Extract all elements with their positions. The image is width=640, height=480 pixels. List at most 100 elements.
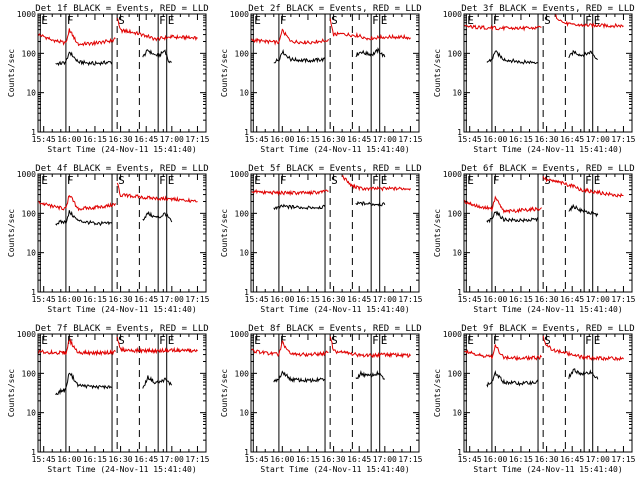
marker-label: F — [67, 174, 74, 187]
plot-frame — [250, 333, 420, 453]
marker-label: E — [381, 174, 388, 187]
x-tick-label: 16:00 — [57, 295, 81, 304]
x-tick-label: 17:15 — [398, 295, 422, 304]
x-tick-label: 16:45 — [560, 295, 584, 304]
y-tick-label: 100 — [235, 369, 250, 378]
events-series-line — [486, 370, 539, 388]
y-tick-label: 10 — [452, 249, 462, 258]
marker-label: E — [41, 334, 48, 347]
y-tick-label: 1 — [244, 288, 249, 297]
x-tick-label: 16:15 — [83, 135, 107, 144]
x-tick-label: 16:15 — [509, 295, 533, 304]
y-axis-label: Counts/sec — [7, 369, 16, 417]
y-tick-label: 10 — [239, 249, 249, 258]
panel-title: Det 1f BLACK = Events, RED = LLD — [35, 4, 208, 14]
panel-det-7: Det 7f BLACK = Events, RED = LLD 1 10 100 10… — [7, 324, 210, 474]
plot-frame — [463, 13, 633, 133]
lld-series-line — [464, 195, 542, 214]
x-tick-label: 16:00 — [483, 135, 507, 144]
events-series-line — [142, 375, 173, 389]
y-tick-label: 1 — [31, 448, 36, 457]
y-tick-label: 1000 — [443, 330, 462, 339]
events-series-line — [273, 203, 326, 211]
x-tick-label: 16:45 — [134, 295, 158, 304]
marker-label: F — [372, 174, 379, 187]
lld-series-line — [542, 175, 624, 198]
marker-label: F — [159, 14, 166, 27]
panel-det-9: Det 9f BLACK = Events, RED = LLD 1 10 100 10… — [433, 324, 636, 474]
plot-frame — [37, 173, 207, 293]
x-axis-label: Start Time (24-Nov-11 15:41:40) — [47, 465, 196, 474]
lld-series-line — [251, 339, 329, 358]
x-tick-label: 15:45 — [245, 455, 269, 464]
panel-title: Det 5f BLACK = Events, RED = LLD — [248, 164, 421, 174]
y-tick-label: 100 — [448, 49, 463, 58]
marker-label: E — [381, 334, 388, 347]
lld-series-line — [38, 28, 116, 47]
plot-frame — [250, 173, 420, 293]
x-tick-label: 15:45 — [32, 455, 56, 464]
x-tick-label: 16:15 — [83, 295, 107, 304]
events-series-line — [55, 51, 113, 67]
x-tick-label: 17:00 — [160, 295, 184, 304]
events-series-line — [568, 368, 599, 380]
x-tick-label: 16:45 — [560, 135, 584, 144]
marker-label: S — [544, 14, 551, 27]
marker-label: E — [41, 174, 48, 187]
panel-title: Det 7f BLACK = Events, RED = LLD — [35, 324, 208, 334]
marker-label: E — [254, 334, 261, 347]
y-axis-label: Counts/sec — [7, 49, 16, 97]
marker-label: F — [280, 14, 287, 27]
y-tick-label: 1 — [244, 448, 249, 457]
x-tick-label: 16:30 — [322, 455, 346, 464]
x-axis-label: Start Time (24-Nov-11 15:41:40) — [47, 145, 196, 154]
marker-label: F — [67, 14, 74, 27]
y-axis-label: Counts/sec — [433, 49, 442, 97]
y-tick-label: 100 — [448, 369, 463, 378]
x-tick-label: 15:45 — [32, 295, 56, 304]
x-tick-label: 16:00 — [57, 135, 81, 144]
x-tick-label: 17:15 — [398, 135, 422, 144]
y-tick-label: 100 — [235, 209, 250, 218]
y-tick-label: 1000 — [230, 10, 249, 19]
x-tick-label: 15:45 — [458, 135, 482, 144]
x-tick-label: 16:45 — [347, 135, 371, 144]
lld-series-line — [38, 338, 116, 357]
x-tick-label: 16:00 — [57, 455, 81, 464]
x-tick-label: 17:15 — [185, 135, 209, 144]
marker-label: S — [118, 174, 125, 187]
x-tick-label: 16:15 — [509, 455, 533, 464]
x-tick-label: 16:15 — [296, 455, 320, 464]
y-tick-label: 1000 — [230, 330, 249, 339]
x-tick-label: 17:15 — [611, 295, 635, 304]
x-tick-label: 15:45 — [245, 295, 269, 304]
events-series-line — [568, 203, 599, 218]
y-tick-label: 100 — [22, 369, 37, 378]
marker-label: S — [544, 334, 551, 347]
lld-series-line — [251, 188, 329, 197]
y-tick-label: 10 — [26, 249, 36, 258]
marker-label: E — [594, 14, 601, 27]
lld-series-line — [464, 24, 542, 32]
events-series-line — [142, 210, 173, 223]
x-axis-label: Start Time (24-Nov-11 15:41:40) — [260, 305, 409, 314]
marker-label: F — [280, 174, 287, 187]
y-tick-label: 10 — [26, 409, 36, 418]
x-tick-label: 17:15 — [185, 295, 209, 304]
panel-det-4: Det 4f BLACK = Events, RED = LLD 1 10 100 10… — [7, 164, 210, 314]
events-series-line — [355, 200, 386, 207]
marker-label: F — [159, 174, 166, 187]
x-tick-label: 16:15 — [296, 135, 320, 144]
events-series-line — [55, 210, 113, 227]
marker-label: F — [585, 14, 592, 27]
x-tick-label: 17:15 — [611, 455, 635, 464]
x-tick-label: 16:45 — [347, 455, 371, 464]
panel-det-2: Det 2f BLACK = Events, RED = LLD 1 10 100 10… — [220, 4, 423, 154]
marker-label: F — [493, 174, 500, 187]
x-axis-label: Start Time (24-Nov-11 15:41:40) — [260, 145, 409, 154]
x-tick-label: 16:15 — [509, 135, 533, 144]
y-axis-label: Counts/sec — [220, 369, 229, 417]
x-tick-label: 17:00 — [586, 455, 610, 464]
marker-label: F — [493, 14, 500, 27]
x-tick-label: 17:00 — [160, 455, 184, 464]
